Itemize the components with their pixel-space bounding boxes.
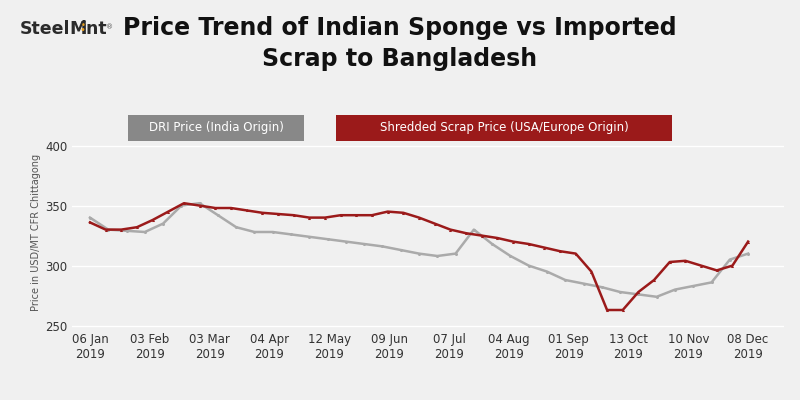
Text: int: int: [80, 20, 106, 38]
Text: Steel: Steel: [20, 20, 70, 38]
Text: ®: ®: [106, 24, 114, 30]
Text: M: M: [70, 20, 87, 38]
Text: Price Trend of Indian Sponge vs Imported
Scrap to Bangladesh: Price Trend of Indian Sponge vs Imported…: [123, 16, 677, 71]
Text: •: •: [80, 25, 86, 35]
Text: Shredded Scrap Price (USA/Europe Origin): Shredded Scrap Price (USA/Europe Origin): [380, 121, 628, 134]
Text: •: •: [80, 21, 86, 30]
Text: DRI Price (India Origin): DRI Price (India Origin): [149, 121, 283, 134]
Y-axis label: Price in USD/MT CFR Chittagong: Price in USD/MT CFR Chittagong: [30, 154, 41, 310]
